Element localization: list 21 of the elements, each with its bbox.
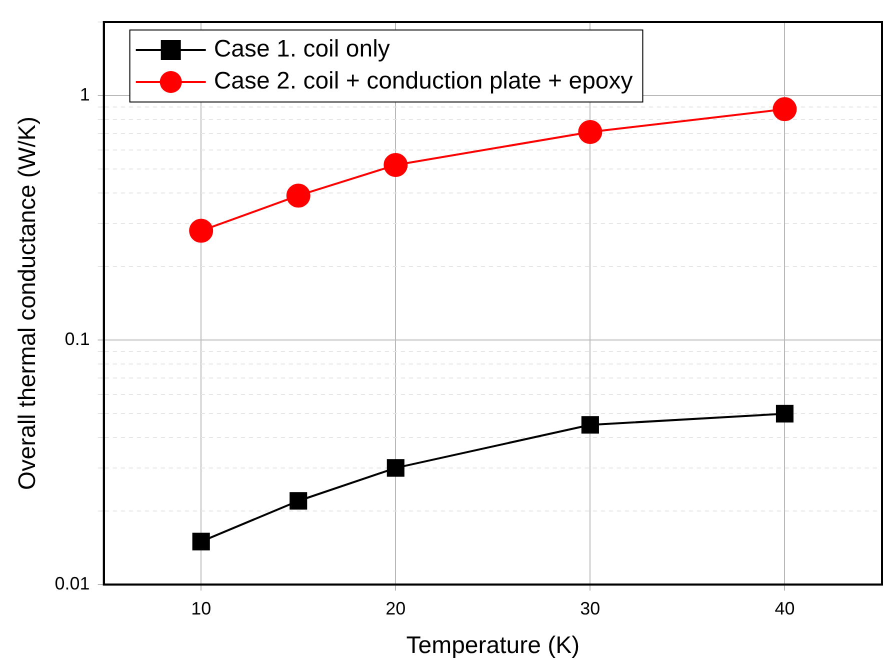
point — [772, 97, 797, 122]
point — [286, 184, 310, 208]
y-tick-label: 1 — [80, 84, 90, 105]
point — [384, 153, 408, 178]
legend-label: Case 1. coil only — [214, 36, 390, 63]
y-tick-label: 0.01 — [54, 574, 90, 594]
legend-label: Case 2. coil + conduction plate + epoxy — [214, 68, 633, 95]
x-tick-label: 20 — [386, 598, 406, 618]
point — [776, 404, 794, 422]
point — [581, 416, 599, 434]
y-axis-title: Overall thermal conductance (W/K) — [14, 116, 42, 490]
point — [290, 492, 308, 510]
x-axis-title: Temperature (K) — [406, 632, 580, 660]
point — [386, 459, 404, 477]
x-tick-label: 10 — [191, 598, 212, 618]
point — [189, 218, 214, 243]
x-tick-label: 30 — [580, 598, 600, 618]
point — [192, 532, 210, 550]
y-tick-label: 0.1 — [64, 329, 90, 350]
point — [578, 120, 602, 144]
x-tick-label: 40 — [774, 598, 795, 618]
